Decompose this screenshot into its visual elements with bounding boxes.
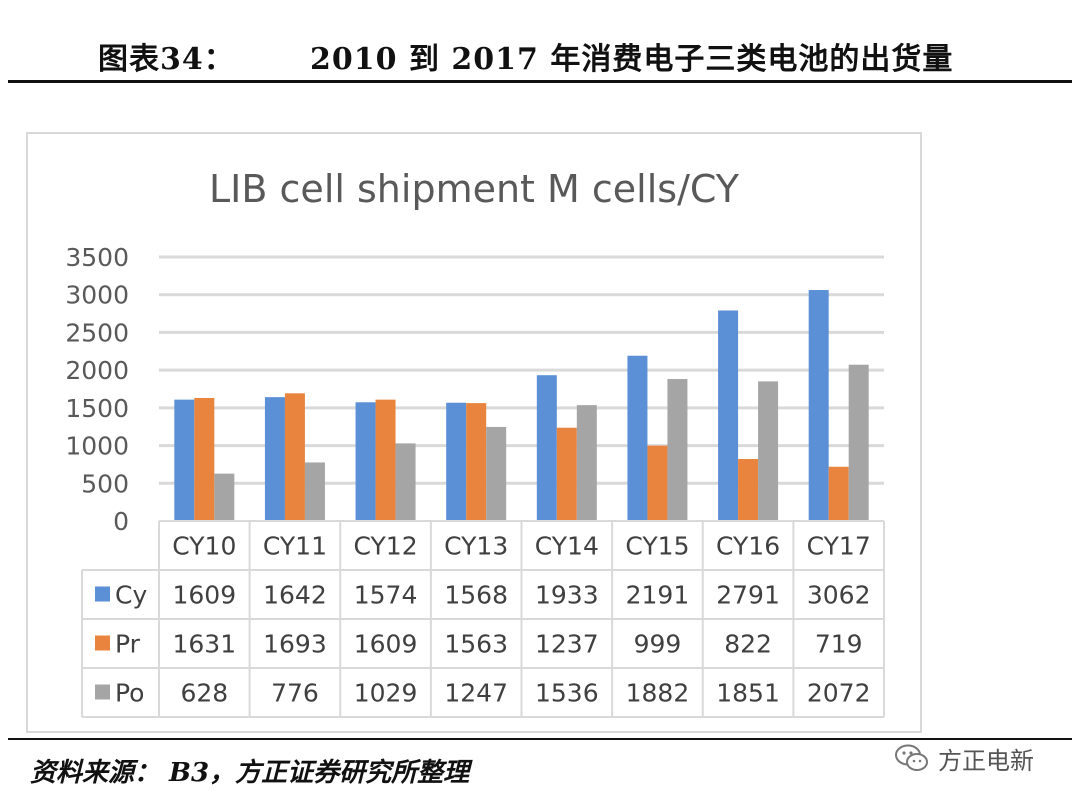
legend-label-po: Po	[115, 679, 144, 708]
bar-pr-cy10	[194, 397, 215, 521]
data-label: 822	[724, 630, 772, 659]
bar-pr-cy16	[738, 458, 759, 521]
legend-key-pr	[95, 635, 110, 651]
data-label: 1609	[173, 581, 237, 610]
data-label: 719	[815, 630, 863, 659]
bar-po-cy11	[304, 462, 325, 521]
y-tick-label: 3500	[65, 243, 129, 272]
bottom-rule	[8, 738, 1072, 740]
source-note: 资料来源： B3，方正证券研究所整理	[30, 758, 470, 788]
data-label: 1851	[716, 679, 780, 708]
data-label: 1642	[263, 581, 327, 610]
bar-po-cy10	[214, 473, 235, 521]
y-tick-label: 500	[81, 469, 129, 498]
data-label: 1693	[263, 630, 327, 659]
x-tick-label: CY10	[172, 532, 236, 561]
bar-cy-cy15	[627, 355, 648, 521]
bar-cy-cy12	[355, 402, 376, 521]
data-label: 1933	[535, 581, 599, 610]
figure-title: 2010 到 2017 年消费电子三类电池的出货量	[310, 42, 954, 77]
y-tick-label: 1500	[65, 394, 129, 423]
data-label: 999	[634, 630, 682, 659]
watermark: 方正电新	[894, 740, 1034, 776]
data-label: 1536	[535, 679, 599, 708]
bar-po-cy16	[758, 381, 779, 521]
data-label: 3062	[807, 581, 871, 610]
bar-po-cy14	[576, 405, 597, 521]
bar-po-cy12	[395, 443, 416, 521]
legend-key-po	[95, 684, 110, 700]
x-tick-label: CY16	[716, 532, 780, 561]
bar-cy-cy13	[446, 402, 467, 521]
x-tick-label: CY12	[354, 532, 418, 561]
data-label: 2791	[716, 581, 780, 610]
y-tick-label: 2500	[65, 318, 129, 347]
data-label: 1247	[444, 679, 508, 708]
bar-pr-cy17	[828, 466, 849, 521]
bar-cy-cy17	[808, 290, 829, 521]
data-label: 776	[271, 679, 319, 708]
figure-header: 图表34： 2010 到 2017 年消费电子三类电池的出货量	[0, 0, 1080, 82]
x-tick-label: CY14	[535, 532, 599, 561]
chart-title: LIB cell shipment M cells/CY	[209, 167, 740, 211]
data-label: 1631	[173, 630, 237, 659]
x-tick-label: CY15	[625, 532, 689, 561]
data-label: 2191	[626, 581, 690, 610]
data-label: 1029	[354, 679, 418, 708]
data-label: 1563	[444, 630, 508, 659]
bar-cy-cy16	[718, 310, 739, 521]
data-label: 1237	[535, 630, 599, 659]
wechat-icon	[895, 744, 928, 771]
bar-cy-cy10	[174, 399, 195, 521]
bar-po-cy17	[848, 364, 869, 521]
bar-pr-cy11	[284, 393, 305, 521]
bar-pr-cy15	[647, 445, 668, 521]
bar-pr-cy14	[556, 427, 577, 521]
y-tick-label: 1000	[65, 432, 129, 461]
bar-po-cy15	[667, 379, 688, 521]
watermark-text: 方正电新	[938, 746, 1034, 775]
bar-cy-cy11	[264, 397, 285, 521]
legend-label-pr: Pr	[115, 630, 141, 659]
bar-pr-cy13	[466, 403, 487, 521]
top-rule	[8, 80, 1072, 83]
legend-label-cy: Cy	[115, 581, 147, 610]
data-label: 1882	[626, 679, 690, 708]
legend-key-cy	[95, 586, 110, 602]
x-tick-label: CY17	[807, 532, 871, 561]
bar-pr-cy12	[375, 399, 396, 521]
data-label: 1609	[354, 630, 418, 659]
bar-po-cy13	[486, 426, 507, 521]
x-tick-label: CY13	[444, 532, 508, 561]
data-label: 1568	[444, 581, 508, 610]
x-tick-label: CY11	[263, 532, 327, 561]
y-tick-label: 0	[113, 507, 129, 536]
y-tick-label: 2000	[65, 356, 129, 385]
data-label: 2072	[807, 679, 871, 708]
chart: LIB cell shipment M cells/CY 0 500 1000 1500…	[65, 167, 885, 718]
bar-cy-cy14	[536, 375, 557, 521]
data-label: 628	[180, 679, 228, 708]
figure-label: 图表34：	[98, 42, 235, 77]
y-tick-label: 3000	[65, 281, 129, 310]
data-label: 1574	[354, 581, 418, 610]
